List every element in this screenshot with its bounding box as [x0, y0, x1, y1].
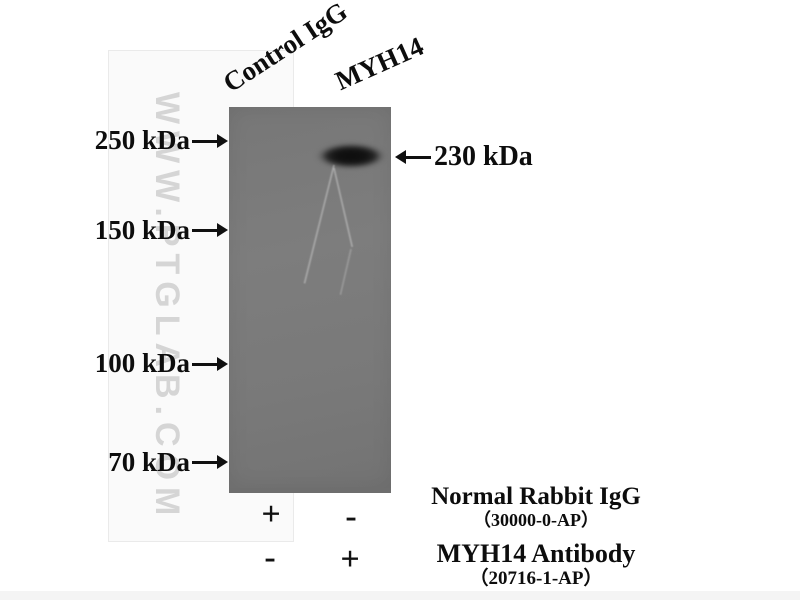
- mw-marker-70kda: 70 kDa: [108, 447, 190, 477]
- blot-membrane: [229, 107, 391, 493]
- reagent-catalog-normal-rabbit-igg: （30000-0-AP）: [473, 510, 599, 530]
- mw-marker-150kda: 150 kDa: [94, 215, 190, 245]
- membrane-scratch: [339, 248, 352, 296]
- photo-bottom-edge: [0, 591, 800, 600]
- arrow-right-icon: [192, 357, 228, 371]
- mw-marker-250kda: 250 kDa: [94, 125, 190, 155]
- sign-row2-lane1: -: [264, 539, 276, 576]
- membrane-scratch: [303, 164, 335, 284]
- arrow-left-icon: [395, 150, 431, 164]
- protein-band-230kda: [316, 143, 386, 169]
- reagent-catalog-myh14-antibody: （20716-1-AP）: [469, 568, 603, 589]
- arrow-right-icon: [192, 134, 228, 148]
- sign-row2-lane2: +: [340, 541, 360, 578]
- reagent-name-normal-rabbit-igg: Normal Rabbit IgG: [431, 483, 641, 510]
- mw-marker-100kda: 100 kDa: [94, 348, 190, 378]
- reagent-name-myh14-antibody: MYH14 Antibody: [436, 539, 636, 568]
- membrane-scratch: [333, 167, 354, 248]
- sign-row1-lane2: -: [345, 498, 357, 535]
- arrow-right-icon: [192, 455, 228, 469]
- arrow-right-icon: [192, 223, 228, 237]
- band-size-label: 230 kDa: [434, 141, 533, 172]
- lane-label-myh14: MYH14: [330, 30, 428, 96]
- sign-row1-lane1: +: [261, 496, 281, 533]
